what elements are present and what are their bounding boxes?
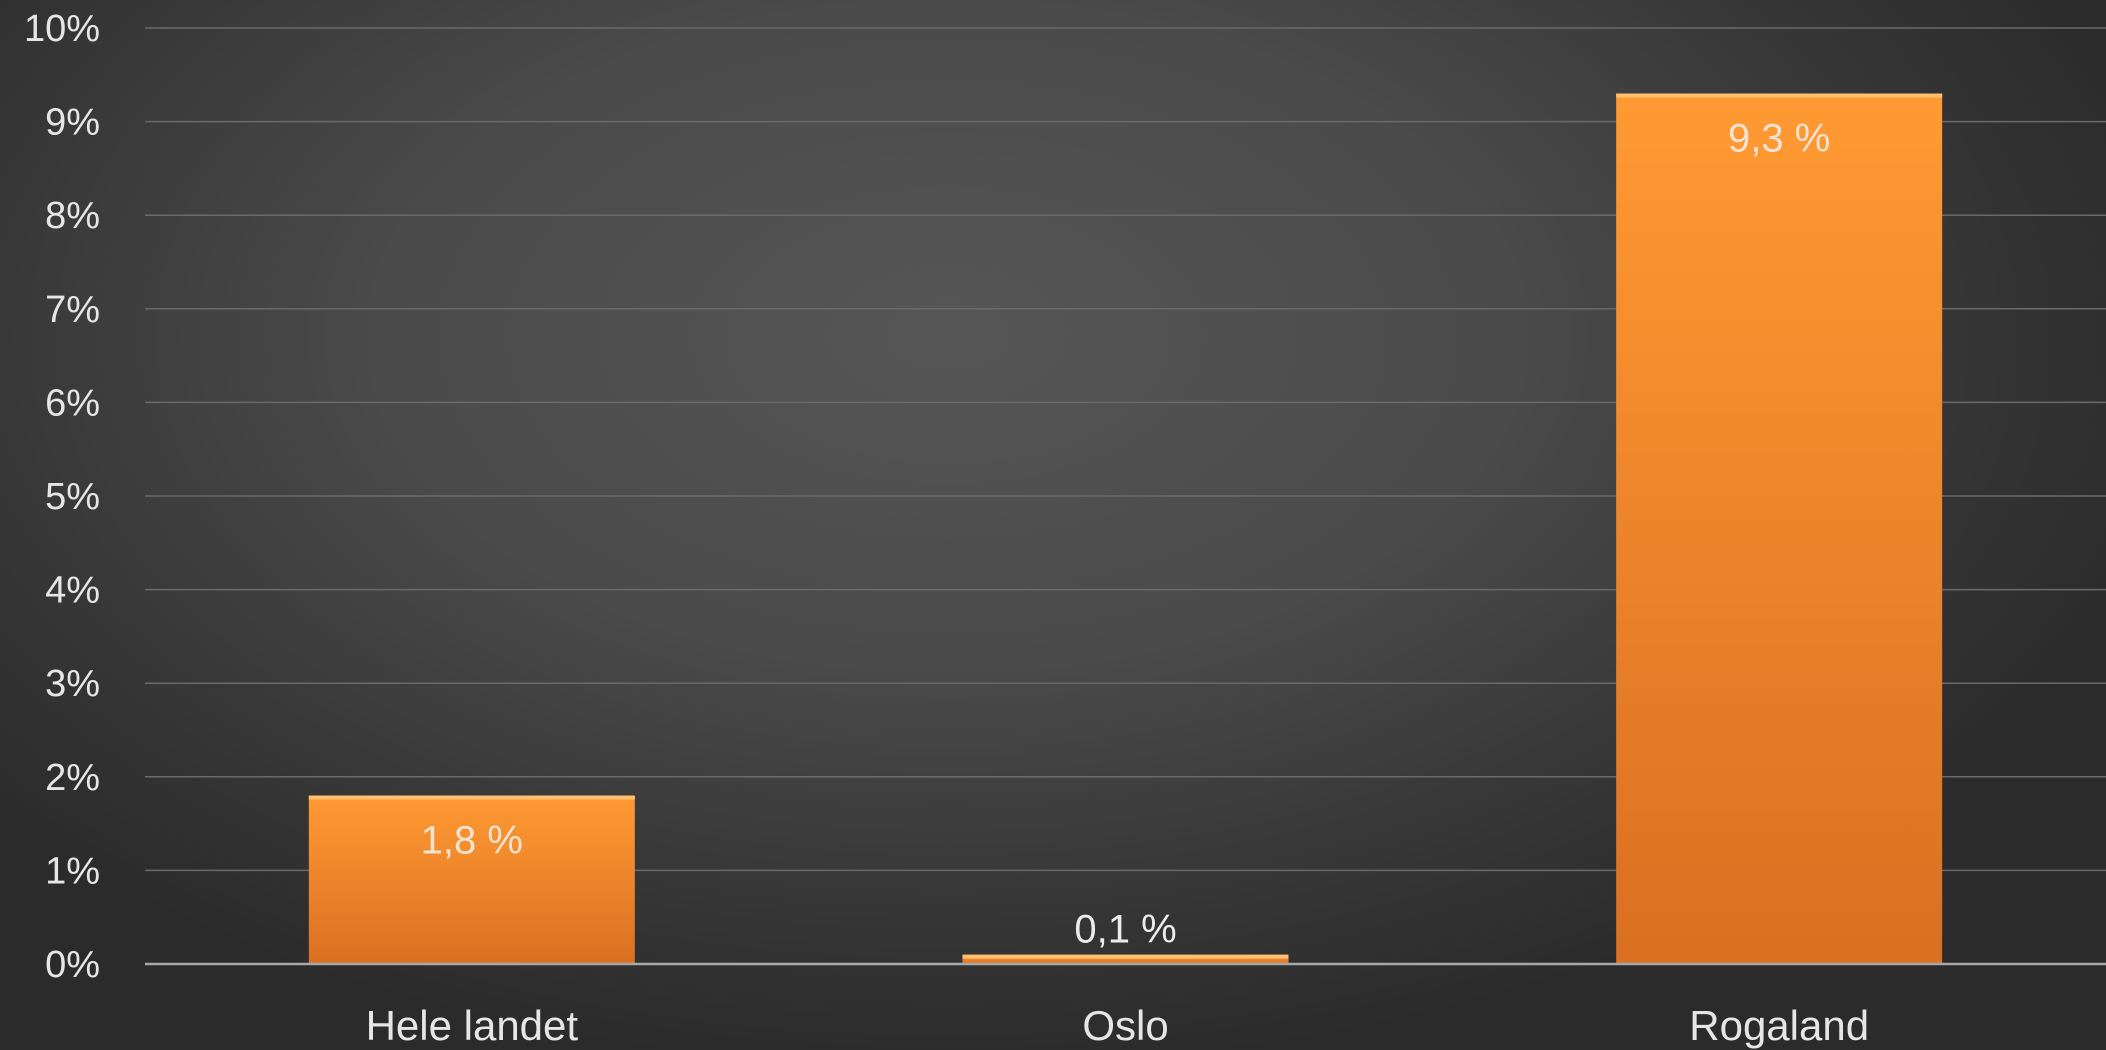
y-tick-label: 6% xyxy=(45,382,100,424)
y-tick-label: 5% xyxy=(45,476,100,518)
y-tick-label: 7% xyxy=(45,289,100,331)
data-label: 0,1 % xyxy=(1074,908,1176,952)
y-tick-label: 10% xyxy=(24,8,100,50)
x-tick-label: Oslo xyxy=(1082,1002,1168,1049)
bar-top-edge xyxy=(308,795,635,800)
y-tick-label: 8% xyxy=(45,195,100,237)
y-tick-label: 3% xyxy=(45,663,100,705)
y-tick-label: 1% xyxy=(45,850,100,892)
bars xyxy=(308,93,1943,964)
gridlines xyxy=(145,27,2106,872)
bar xyxy=(1616,93,1943,964)
data-label: 9,3 % xyxy=(1728,117,1830,161)
x-tick-label: Hele landet xyxy=(366,1002,579,1049)
bar-fill xyxy=(308,795,635,964)
bar xyxy=(962,954,1289,964)
x-axis: Hele landet Oslo Rogaland xyxy=(366,1002,1869,1049)
bar-fill xyxy=(962,954,1289,964)
bar-top-edge xyxy=(1616,93,1943,98)
bar xyxy=(308,795,635,964)
y-tick-label: 9% xyxy=(45,102,100,144)
y-axis: 0% 1% 2% 3% 4% 5% 6% 7% 8% 9% 10% xyxy=(24,8,100,986)
bar-top-edge xyxy=(962,954,1289,959)
bar-fill xyxy=(1616,93,1943,964)
y-tick-label: 4% xyxy=(45,570,100,612)
x-tick-label: Rogaland xyxy=(1689,1002,1869,1049)
y-tick-label: 0% xyxy=(45,944,100,986)
y-tick-label: 2% xyxy=(45,757,100,799)
data-labels: 1,8 % 0,1 % 9,3 % xyxy=(421,117,1831,952)
data-label: 1,8 % xyxy=(421,819,523,863)
